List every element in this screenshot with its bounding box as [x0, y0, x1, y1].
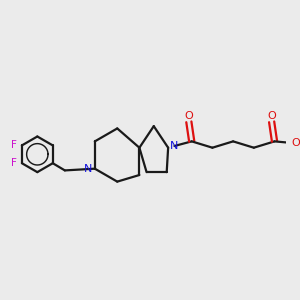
Text: O: O [292, 138, 300, 148]
Text: N: N [170, 141, 178, 151]
Text: N: N [84, 164, 93, 174]
Text: O: O [184, 111, 193, 121]
Text: F: F [11, 158, 17, 168]
Text: F: F [11, 140, 17, 150]
Text: O: O [267, 111, 276, 121]
